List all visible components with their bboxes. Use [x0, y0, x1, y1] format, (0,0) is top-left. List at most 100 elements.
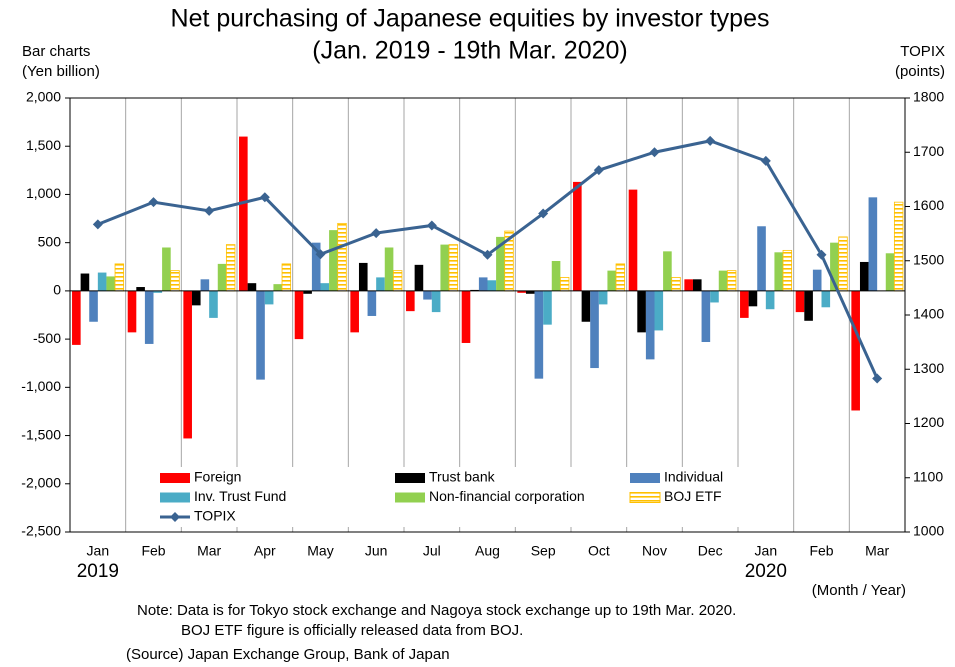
y-tick-label: 1,000: [26, 185, 61, 201]
bar: [209, 290, 218, 318]
bar: [329, 230, 338, 291]
marker: [872, 373, 883, 384]
bar: [628, 189, 638, 291]
legend-swatch: [170, 512, 180, 522]
bar: [637, 290, 646, 333]
legend-label: Foreign: [194, 469, 241, 485]
bar: [423, 290, 432, 300]
x-tick-label: Jan: [755, 543, 778, 559]
y-tick-label: -2,000: [21, 474, 61, 490]
y2-tick-label: 1300: [913, 360, 944, 376]
bar: [559, 276, 570, 292]
bar: [191, 290, 201, 306]
legend-swatch: [630, 473, 660, 483]
bar: [757, 226, 766, 291]
marker: [538, 208, 549, 219]
chart-title: Net purchasing of Japanese equities by i…: [171, 5, 770, 33]
bar: [311, 242, 321, 291]
bar: [671, 276, 681, 292]
bar: [440, 244, 450, 291]
marker: [371, 228, 382, 239]
marker: [92, 219, 103, 230]
y2-tick-label: 1400: [913, 306, 944, 322]
bar: [551, 260, 561, 291]
marker: [148, 197, 159, 208]
bar: [782, 249, 793, 292]
bar: [337, 222, 347, 292]
bar: [461, 290, 471, 343]
bar: [80, 273, 90, 291]
bar: [701, 290, 711, 343]
bar: [838, 236, 848, 292]
legend-swatch: [629, 492, 661, 503]
bar: [367, 290, 377, 316]
bar: [72, 290, 81, 345]
bar: [376, 277, 385, 291]
bar: [615, 263, 626, 292]
bar: [273, 284, 283, 291]
y2-tick-label: 1600: [913, 197, 944, 213]
marker: [482, 249, 493, 260]
bar: [830, 242, 839, 291]
bar: [496, 236, 505, 291]
bar: [162, 247, 171, 291]
y2-axis-label: (points): [895, 63, 945, 80]
y2-tick-label: 1700: [913, 143, 944, 159]
bar: [765, 290, 775, 310]
bar: [200, 279, 210, 291]
x-tick-label: Jun: [365, 543, 388, 559]
marker: [204, 205, 215, 216]
y2-tick-label: 1500: [913, 251, 944, 267]
bar: [97, 272, 107, 291]
bar: [127, 290, 137, 333]
bar: [294, 290, 304, 340]
bar: [106, 276, 116, 291]
bar: [645, 290, 655, 360]
y-tick-label: 2,000: [26, 89, 61, 105]
bar: [170, 270, 180, 292]
y-tick-label: 0: [53, 282, 61, 298]
chart-subtitle: (Jan. 2019 - 19th Mar. 2020): [312, 37, 627, 65]
marker: [259, 192, 270, 203]
bar: [303, 290, 312, 294]
bar: [517, 290, 526, 293]
bar: [264, 290, 274, 305]
bar: [774, 252, 784, 291]
y-tick-label: -1,000: [21, 378, 61, 394]
bar: [598, 290, 608, 305]
bar: [812, 269, 822, 291]
bar: [144, 290, 154, 344]
legend-label: Inv. Trust Fund: [194, 488, 286, 504]
bar: [581, 290, 591, 322]
x-tick-label: Feb: [141, 543, 165, 559]
y2-tick-label: 1200: [913, 414, 944, 430]
bar: [543, 290, 552, 325]
bar: [217, 263, 227, 291]
bar: [89, 290, 98, 322]
marker: [760, 155, 771, 166]
bar: [487, 280, 497, 291]
y2-tick-label: 1000: [913, 523, 944, 539]
bar: [247, 283, 257, 291]
x-tick-label: Mar: [865, 543, 889, 559]
y2-axis-label: TOPIX: [900, 43, 945, 60]
x-tick-label: May: [307, 543, 333, 559]
year-label: 2019: [77, 561, 119, 582]
bar: [358, 262, 368, 291]
bar: [183, 290, 192, 439]
legend-swatch: [160, 492, 190, 503]
x-tick-label: Feb: [809, 543, 833, 559]
bar: [607, 270, 617, 291]
x-tick-label: Jul: [423, 543, 441, 559]
marker: [593, 165, 604, 176]
bar: [225, 244, 236, 292]
legend-swatch: [160, 473, 190, 483]
x-tick-label: Nov: [642, 543, 667, 559]
bar: [740, 290, 749, 318]
x-tick-label: Aug: [475, 543, 500, 559]
marker: [315, 249, 326, 260]
bar: [414, 264, 424, 291]
bar: [320, 283, 330, 291]
y-tick-label: 500: [38, 233, 62, 249]
